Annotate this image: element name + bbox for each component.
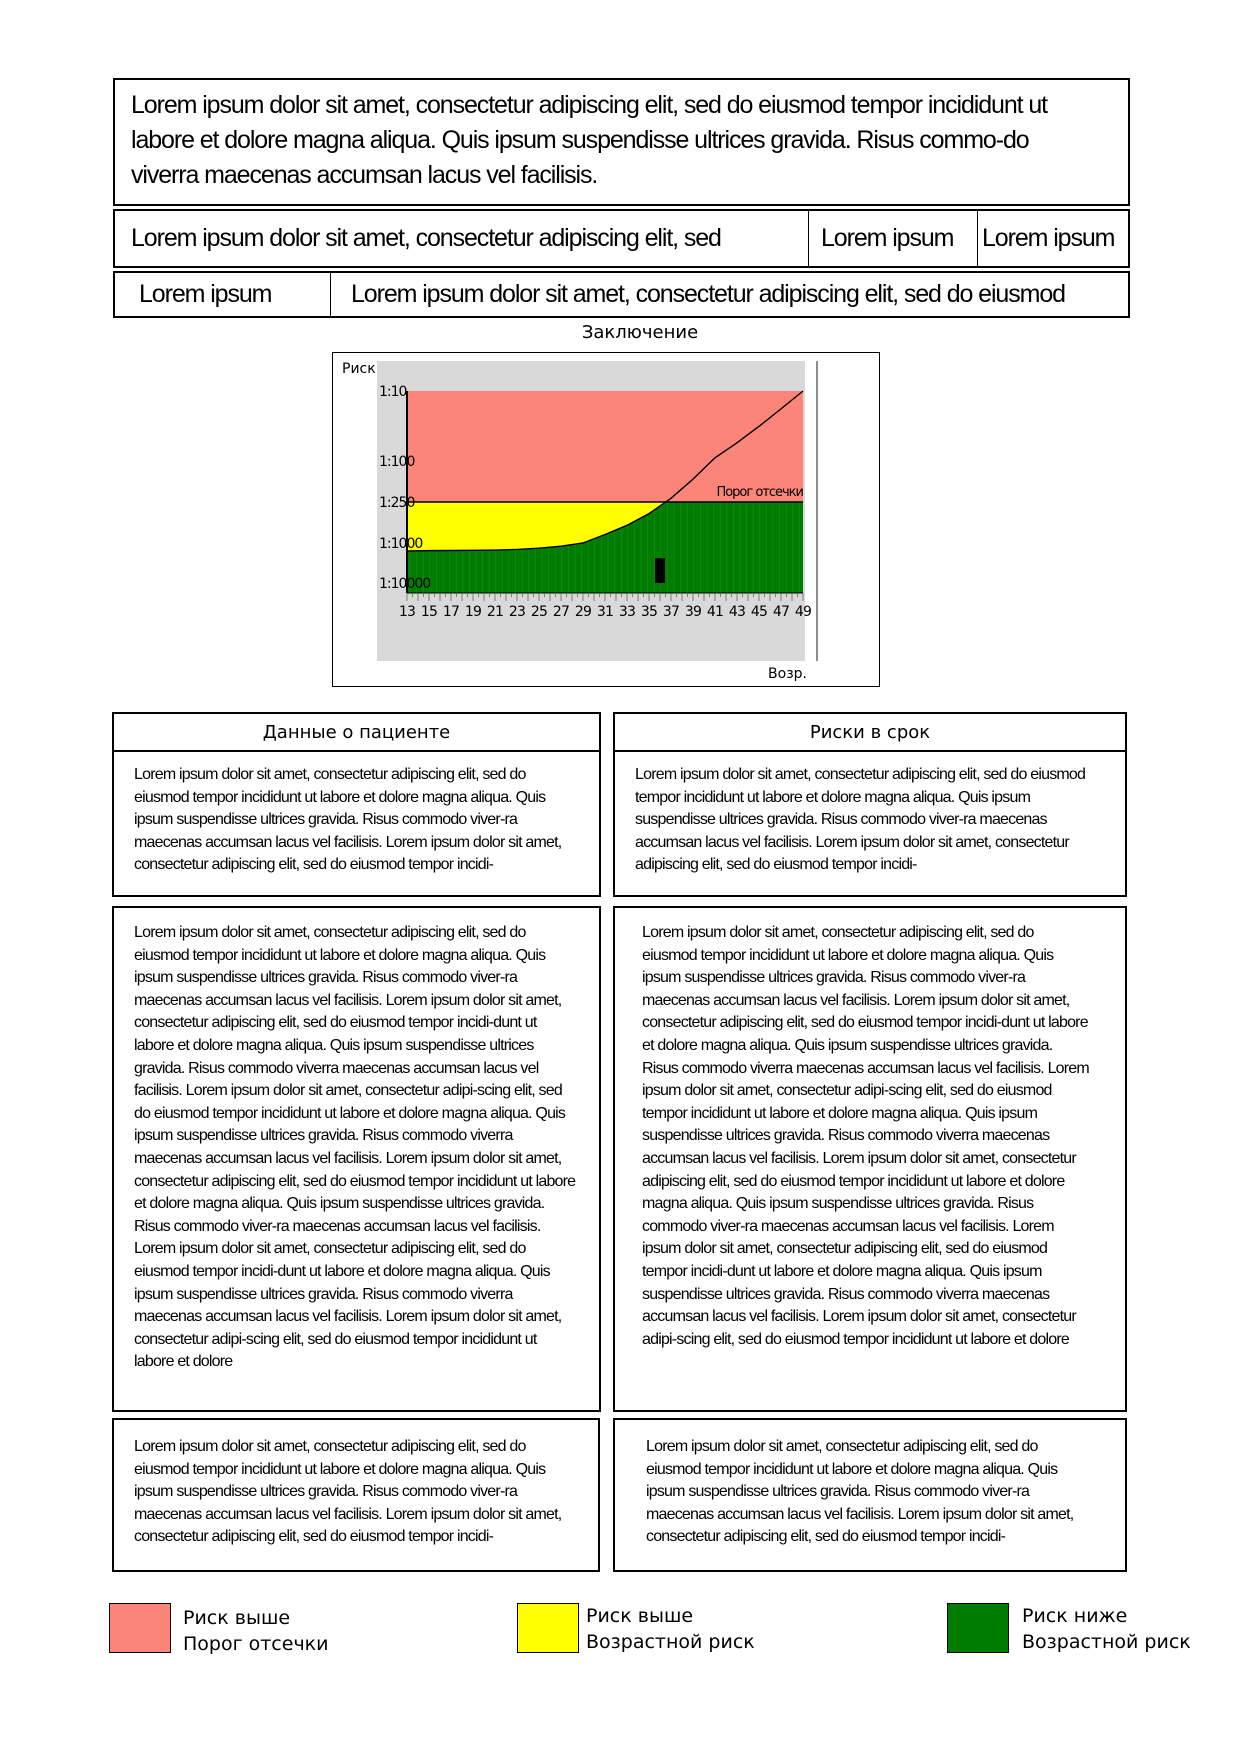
x-tick-label: 47: [773, 604, 789, 620]
header-paragraph-box: Lorem ipsum dolor sit amet, consectetur …: [113, 78, 1130, 206]
header-row-3: Lorem ipsum Lorem ipsum dolor sit amet, …: [113, 271, 1130, 318]
patient-risk-marker: [655, 558, 665, 583]
x-tick-label: 27: [553, 604, 569, 620]
legend-swatch-green: [947, 1603, 1009, 1653]
x-tick-label: 25: [531, 604, 547, 620]
patient-data-title: Данные о пациенте: [114, 714, 599, 752]
term-risks-box-3: Lorem ipsum dolor sit amet, consectetur …: [613, 1418, 1127, 1572]
header-row-2-cell-3: Lorem ipsum: [977, 211, 1130, 266]
zone-above-age-risk: [407, 502, 666, 551]
legend-red-line2: Порог отсечки: [183, 1633, 329, 1655]
x-tick-label: 45: [751, 604, 767, 620]
chart-frame: 1:10 1:100 1:250 1:1000 1:10000 13 15 17 19 21 23 2…: [332, 352, 880, 687]
age-risk-curve: [406, 390, 804, 552]
y-tick-label: 1:10: [379, 384, 407, 400]
legend-green-line2: Возрастной риск: [1022, 1631, 1191, 1653]
x-tick-label: 23: [509, 604, 525, 620]
x-tick-label: 13: [399, 604, 415, 620]
legend-green-line1: Риск ниже: [1022, 1605, 1128, 1627]
header-row-2-cell-2: Lorem ipsum: [808, 211, 978, 266]
header-row-2-cell-1: Lorem ipsum dolor sit amet, consectetur …: [131, 224, 722, 252]
legend-yellow-line2: Возрастной риск: [586, 1631, 755, 1653]
chart-scrollbar: [816, 361, 818, 661]
header-paragraph: Lorem ipsum dolor sit amet, consectetur …: [131, 91, 1048, 189]
y-tick-label: 1:10000: [379, 576, 430, 592]
y-tick-label: 1:100: [379, 454, 414, 470]
chart-title: Заключение: [581, 322, 699, 343]
x-tick-label: 17: [443, 604, 459, 620]
x-tick-label: 37: [663, 604, 679, 620]
legend-yellow-line1: Риск выше: [586, 1605, 694, 1627]
x-tick-label: 29: [575, 604, 591, 620]
term-risks-text-1: Lorem ipsum dolor sit amet, consectetur …: [635, 766, 1086, 874]
x-tick-label: 19: [465, 604, 481, 620]
x-tick-label: 43: [729, 604, 745, 620]
x-tick-label: 41: [707, 604, 723, 620]
x-tick-label: 21: [487, 604, 503, 620]
patient-data-header: Данные о пациенте Lorem ipsum dolor sit …: [112, 712, 601, 897]
patient-data-box-2: Lorem ipsum dolor sit amet, consectetur …: [112, 906, 601, 1412]
x-tick-label: 35: [641, 604, 657, 620]
y-axis-label: Риск: [342, 361, 376, 377]
risk-chart: 1:10 1:100 1:250 1:1000 1:10000 13 15 17 19 21 23 2…: [342, 361, 818, 682]
x-tick-label: 31: [597, 604, 613, 620]
header-row-2: Lorem ipsum dolor sit amet, consectetur …: [113, 209, 1130, 268]
term-risks-text-2: Lorem ipsum dolor sit amet, consectetur …: [642, 924, 1090, 1348]
legend-swatch-yellow: [517, 1603, 579, 1653]
x-tick-label: 33: [619, 604, 635, 620]
patient-data-box-3: Lorem ipsum dolor sit amet, consectetur …: [112, 1418, 600, 1572]
x-tick-label: 15: [421, 604, 437, 620]
x-axis-label: Возр.: [768, 666, 807, 682]
x-tick-label: 49: [795, 604, 811, 620]
legend-label-red: Риск выше Порог отсечки: [183, 1605, 329, 1657]
term-risks-header: Риски в срок Lorem ipsum dolor sit amet,…: [613, 712, 1127, 897]
legend-label-yellow: Риск выше Возрастной риск: [586, 1603, 755, 1655]
y-tick-label: 1:1000: [379, 536, 422, 552]
term-risks-title: Риски в срок: [615, 714, 1125, 752]
term-risks-text-3: Lorem ipsum dolor sit amet, consectetur …: [646, 1438, 1074, 1546]
patient-data-text-3: Lorem ipsum dolor sit amet, consectetur …: [134, 1438, 562, 1546]
patient-data-text-1: Lorem ipsum dolor sit amet, consectetur …: [134, 766, 562, 874]
y-tick-label: 1:250: [379, 495, 414, 511]
zone-above-cutoff: [407, 391, 803, 502]
header-row-3-cell-1: Lorem ipsum: [139, 280, 273, 308]
patient-data-text-2: Lorem ipsum dolor sit amet, consectetur …: [134, 924, 576, 1371]
cutoff-label: Порог отсечки: [716, 485, 803, 500]
legend-swatch-red: [109, 1603, 171, 1653]
term-risks-box-2: Lorem ipsum dolor sit amet, consectetur …: [613, 906, 1127, 1412]
legend-red-line1: Риск выше: [183, 1607, 291, 1629]
header-row-3-cell-2: Lorem ipsum dolor sit amet, consectetur …: [330, 273, 1130, 316]
x-tick-label: 39: [685, 604, 701, 620]
legend-label-green: Риск ниже Возрастной риск: [1022, 1603, 1191, 1655]
